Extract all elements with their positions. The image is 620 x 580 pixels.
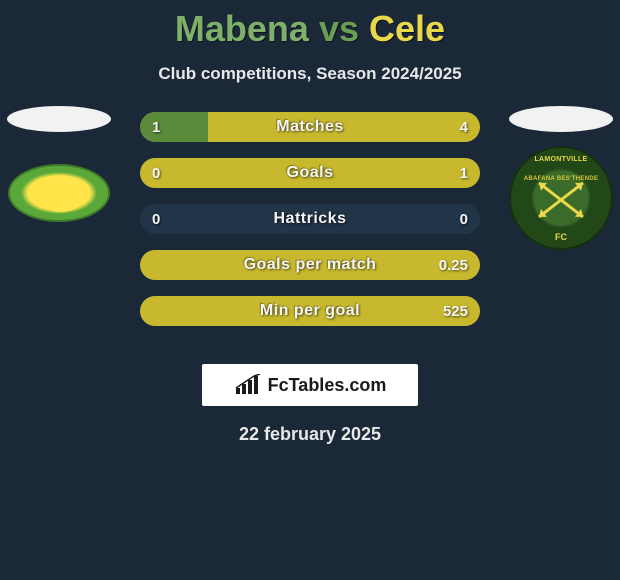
comparison-row: LAMONTVILLE ABAFANA BES'THENDE FC 1Match…	[0, 112, 620, 342]
stat-value-right: 0.25	[439, 250, 468, 280]
stat-label: Goals	[140, 158, 480, 188]
stat-value-right: 0	[460, 204, 468, 234]
title-player-b: Cele	[369, 8, 445, 49]
page-title: Mabena vs Cele	[0, 0, 620, 50]
stat-bar: Goals per match0.25	[140, 250, 480, 280]
player-a-column	[4, 106, 114, 222]
bar-chart-icon	[234, 374, 262, 396]
title-vs: vs	[319, 8, 359, 49]
stat-bar: 0Hattricks0	[140, 204, 480, 234]
club-badge-right: LAMONTVILLE ABAFANA BES'THENDE FC	[509, 146, 613, 250]
arrows-icon	[531, 175, 591, 230]
title-player-a: Mabena	[175, 8, 309, 49]
stat-value-right: 525	[443, 296, 468, 326]
subtitle: Club competitions, Season 2024/2025	[0, 64, 620, 84]
brand-box: FcTables.com	[202, 364, 418, 406]
player-b-column: LAMONTVILLE ABAFANA BES'THENDE FC	[506, 106, 616, 250]
stat-label: Goals per match	[140, 250, 480, 280]
brand-text: FcTables.com	[268, 375, 387, 396]
stat-value-right: 1	[460, 158, 468, 188]
stat-label: Min per goal	[140, 296, 480, 326]
badge-right-bottom-text: FC	[511, 232, 611, 242]
date: 22 february 2025	[0, 424, 620, 445]
player-a-avatar-placeholder	[7, 106, 111, 132]
player-b-avatar-placeholder	[509, 106, 613, 132]
stat-label: Matches	[140, 112, 480, 142]
stat-bar: 1Matches4	[140, 112, 480, 142]
club-badge-left	[8, 164, 110, 222]
stat-bar: Min per goal525	[140, 296, 480, 326]
badge-right-top-text: LAMONTVILLE	[511, 156, 611, 163]
stats-container: 1Matches40Goals10Hattricks0Goals per mat…	[140, 112, 480, 342]
stat-label: Hattricks	[140, 204, 480, 234]
stat-value-right: 4	[460, 112, 468, 142]
stat-bar: 0Goals1	[140, 158, 480, 188]
